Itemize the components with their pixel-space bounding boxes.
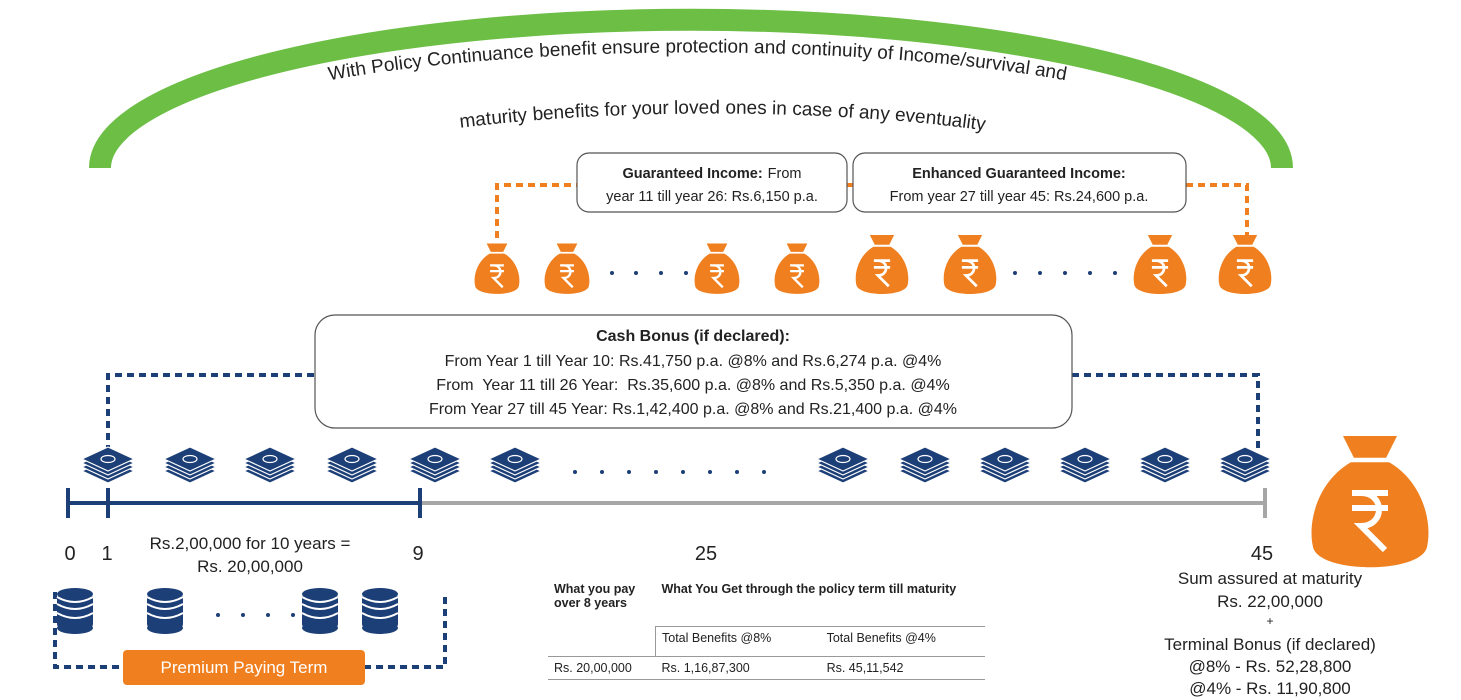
dot xyxy=(654,470,658,474)
cash-icon xyxy=(81,446,135,484)
premium-term-label-bg xyxy=(123,650,365,685)
dot xyxy=(1013,271,1017,275)
cash-icon xyxy=(898,446,952,484)
cash-icon xyxy=(978,446,1032,484)
table-cell: Rs. 20,00,000 xyxy=(548,656,656,680)
dot xyxy=(216,613,220,617)
income-bag xyxy=(473,242,521,296)
dot xyxy=(627,470,631,474)
dot xyxy=(1038,271,1042,275)
table-subheader: Total Benefits @8% xyxy=(654,626,821,657)
cash-icon xyxy=(163,446,217,484)
income-bag xyxy=(693,242,741,296)
cash-icon xyxy=(488,446,542,484)
income-bag xyxy=(942,233,998,296)
dot xyxy=(600,470,604,474)
coin-stack xyxy=(146,587,184,635)
table-subheader: Total Benefits @4% xyxy=(820,626,985,657)
coin-stack xyxy=(301,587,339,635)
coin-stack xyxy=(56,587,94,635)
green-arc xyxy=(89,8,1293,169)
income-bag xyxy=(543,242,591,296)
guaranteed-line1: Guaranteed Income: From xyxy=(622,166,801,182)
enhanced-box xyxy=(852,152,1187,213)
timeline-tick xyxy=(66,488,422,518)
dot xyxy=(659,271,663,275)
premium-text: Rs. 20,00,000 xyxy=(197,557,303,576)
guaranteed-line2: year 11 till year 26: Rs.6,150 p.a. xyxy=(606,189,818,205)
cash-icon xyxy=(816,446,870,484)
dot xyxy=(1113,271,1117,275)
dot xyxy=(708,470,712,474)
year-label: 25 xyxy=(695,543,717,565)
benefit-table: What you pay over 8 years What You Get t… xyxy=(548,578,985,680)
maturity-bag xyxy=(1312,436,1429,567)
cash-bonus-line: From Year 11 till 26 Year: Rs.35,600 p.a… xyxy=(436,377,949,394)
maturity-text: Sum assured at maturity xyxy=(1178,569,1363,588)
dot xyxy=(610,271,614,275)
enhanced-line2: From year 27 till year 45: Rs.24,600 p.a… xyxy=(890,189,1149,205)
cash-icon xyxy=(1138,446,1192,484)
table-header: What You Get through the policy term til… xyxy=(661,582,957,596)
enhanced-label: Enhanced Guaranteed Income: xyxy=(912,166,1126,182)
dot xyxy=(735,470,739,474)
table-cell: Rs. 45,11,542 xyxy=(820,656,985,680)
cash-bonus-line: From Year 27 till 45 Year: Rs.1,42,400 p… xyxy=(429,401,957,418)
year-label: 1 xyxy=(101,543,112,565)
dot xyxy=(266,613,270,617)
maturity-text: + xyxy=(1266,614,1273,628)
maturity-text: Rs. 22,00,000 xyxy=(1217,592,1323,611)
dot xyxy=(762,470,766,474)
cash-bonus-box xyxy=(314,314,1073,429)
cash-icon xyxy=(243,446,297,484)
guaranteed-text: From xyxy=(768,166,802,182)
navy-connector xyxy=(106,373,1260,452)
cash-bonus-title: Cash Bonus (if declared): xyxy=(596,328,790,345)
table-header: What you pay over 8 years xyxy=(548,578,656,657)
maturity-text: @4% - Rs. 11,90,800 xyxy=(1189,679,1351,698)
income-bag xyxy=(1217,233,1273,296)
coin-stack xyxy=(361,587,399,635)
year-label: 0 xyxy=(64,543,75,565)
income-bag xyxy=(1132,233,1188,296)
premium-term-label: Premium Paying Term xyxy=(161,658,328,677)
arc-text: maturity benefits for your loved ones in… xyxy=(458,98,987,136)
cash-icon xyxy=(325,446,379,484)
dot xyxy=(1088,271,1092,275)
dot xyxy=(634,271,638,275)
premium-text: Rs.2,00,000 for 10 years = xyxy=(150,534,351,553)
dot xyxy=(681,470,685,474)
arc-text-line: maturity benefits for your loved ones in… xyxy=(458,98,987,136)
orange-connector xyxy=(495,183,1249,238)
cash-icon xyxy=(1058,446,1112,484)
guaranteed-label: Guaranteed Income: xyxy=(622,166,762,182)
maturity-text: @8% - Rs. 52,28,800 xyxy=(1189,657,1352,676)
dot xyxy=(1063,271,1067,275)
cash-icon xyxy=(408,446,462,484)
year-label: 9 xyxy=(412,543,423,565)
dot xyxy=(291,613,295,617)
dot xyxy=(241,613,245,617)
year-label: 45 xyxy=(1251,543,1273,565)
table-cell: Rs. 1,16,87,300 xyxy=(655,656,821,680)
guaranteed-box xyxy=(576,152,848,213)
dot xyxy=(684,271,688,275)
income-bag xyxy=(773,242,821,296)
cash-icon xyxy=(1218,446,1272,484)
maturity-text: Terminal Bonus (if declared) xyxy=(1164,635,1376,654)
cash-bonus-line: From Year 1 till Year 10: Rs.41,750 p.a.… xyxy=(445,353,942,370)
income-bag xyxy=(854,233,910,296)
dot xyxy=(573,470,577,474)
